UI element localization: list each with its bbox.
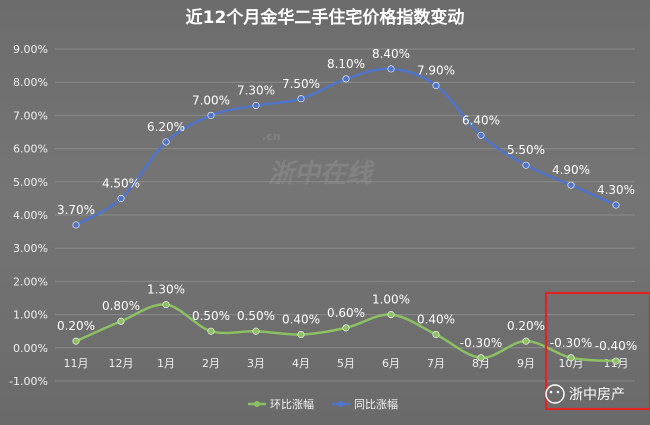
wechat-icon-eye-left [549,390,553,394]
data-label-mom: -0.30% [460,336,502,350]
data-label-yoy: 7.90% [417,64,455,78]
x-tick-label: 3月 [247,357,265,370]
watermark: 浙中在线 .cn [262,130,375,189]
data-label-mom: 1.30% [147,283,185,297]
data-label-mom: 0.80% [102,299,140,313]
data-point-mom [522,337,530,345]
data-label-yoy: 7.50% [282,77,320,91]
y-tick-label: 8.00% [13,76,48,89]
legend-label-mom: 环比涨幅 [270,398,314,411]
y-tick-label: 1.00% [13,309,48,322]
data-point-yoy [342,75,350,83]
data-point-yoy [117,194,125,202]
data-point-yoy [612,201,620,209]
data-point-yoy [252,101,260,109]
y-tick-label: 4.00% [13,209,48,222]
y-tick-label: -1.00% [9,375,48,388]
data-point-mom [432,331,440,339]
grid [55,48,635,382]
wechat-icon [545,384,565,404]
x-tick-label: 1月 [157,357,175,370]
data-point-yoy [477,131,485,139]
y-tick-label: 0.00% [13,342,48,355]
data-label-mom: 0.40% [417,313,455,327]
y-axis: -1.00% 0.00% 1.00% 2.00% 3.00% 4.00% 5.00% 6.00… [9,43,48,388]
data-label-mom: 0.40% [282,313,320,327]
data-label-yoy: 7.00% [192,93,230,107]
data-point-mom [612,357,620,365]
x-tick-label: 8月 [472,357,490,370]
y-tick-label: 2.00% [13,275,48,288]
data-label-mom: -0.30% [550,336,592,350]
data-point-yoy [432,82,440,90]
data-label-yoy: 4.90% [552,163,590,177]
x-tick-label: 12月 [109,357,134,370]
y-tick-label: 3.00% [13,242,48,255]
data-point-mom [297,331,305,339]
data-label-yoy: 3.70% [57,203,95,217]
data-point-mom [342,324,350,332]
y-tick-label: 5.00% [13,176,48,189]
data-point-mom [162,301,170,309]
x-axis: 11月12月1月2月3月4月5月6月7月8月9月10月11月 [64,357,629,370]
data-label-yoy: 6.20% [147,120,185,134]
chart-title: 近12个月金华二手住宅价格指数变动 [186,7,465,28]
y-tick-label: 7.00% [13,109,48,122]
data-point-yoy [162,138,170,146]
legend-marker-yoy [338,401,344,407]
x-tick-label: 9月 [517,357,535,370]
x-tick-label: 10月 [559,357,584,370]
x-tick-label: 5月 [337,357,355,370]
data-point-mom [477,354,485,362]
legend-marker-mom [254,401,260,407]
data-point-yoy [297,95,305,103]
data-label-mom: -0.40% [595,339,637,353]
series-layer [72,65,620,365]
data-point-mom [117,317,125,325]
data-label-yoy: 7.30% [237,83,275,97]
data-label-mom: 0.60% [327,306,365,320]
data-label-mom: 0.20% [57,319,95,333]
highlight-box [544,291,650,411]
data-label-mom: 0.20% [507,319,545,333]
data-label-mom: 0.50% [192,309,230,323]
data-point-mom [72,337,80,345]
x-tick-label: 7月 [427,357,445,370]
x-tick-label: 6月 [382,357,400,370]
wechat-icon-eye-right [556,390,560,394]
y-tick-label: 6.00% [13,143,48,156]
data-label-yoy: 8.40% [372,47,410,61]
watermark-suffix: .cn [262,130,281,143]
highlight-rect [544,291,650,411]
x-tick-label: 11月 [64,357,89,370]
data-point-mom [252,327,260,335]
data-point-mom [567,354,575,362]
data-point-yoy [72,221,80,229]
data-label-mom: 1.00% [372,293,410,307]
data-point-mom [207,327,215,335]
data-point-yoy [387,65,395,73]
legend-label-yoy: 同比涨幅 [354,398,398,411]
y-tick-label: 9.00% [13,43,48,56]
watermark-text: 浙中在线 [268,159,375,189]
data-label-mom: 0.50% [237,309,275,323]
data-label-yoy: 4.50% [102,176,140,190]
brand-name: 浙中房产 [569,387,625,403]
data-point-mom [387,311,395,319]
data-point-yoy [522,161,530,169]
brand-badge: 浙中房产 [545,384,625,404]
x-tick-label: 2月 [202,357,220,370]
data-point-yoy [567,181,575,189]
data-label-yoy: 6.40% [462,113,500,127]
legend: 环比涨幅 同比涨幅 [248,398,398,411]
data-label-yoy: 5.50% [507,143,545,157]
data-label-yoy: 8.10% [327,57,365,71]
data-labels: 3.70% 4.50% 6.20% 7.00% 7.30% 7.50% 8.10% 8.40%… [57,47,637,353]
data-point-yoy [207,111,215,119]
data-label-yoy: 4.30% [597,183,635,197]
x-tick-label: 4月 [292,357,310,370]
